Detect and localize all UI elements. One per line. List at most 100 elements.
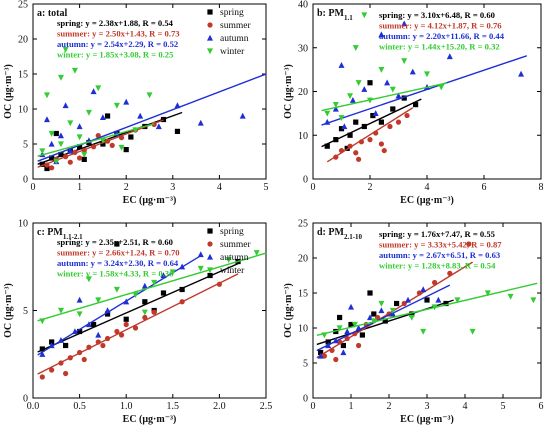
data-point-autumn (39, 351, 46, 357)
y-tick-label: 20 (18, 35, 28, 46)
legend-marker-autumn (207, 253, 213, 260)
data-point-spring (81, 156, 87, 162)
x-axis-title: EC (μg·m⁻³) (400, 414, 454, 425)
data-point-summer (100, 342, 106, 349)
data-point-autumn (90, 88, 97, 95)
data-point-autumn (332, 105, 339, 112)
data-point-summer (356, 342, 362, 349)
data-point-summer (151, 309, 157, 315)
chart-panel-2: 0 2 4 6 8 0 10 20 30 40 EC (μg·m⁻³) OC (μg·m⁻³) b: P… (283, 0, 544, 206)
data-point-winter (424, 71, 430, 78)
data-point-winter (389, 86, 396, 93)
data-point-spring (325, 339, 331, 345)
data-point-summer (321, 353, 327, 359)
data-point-spring (58, 151, 64, 158)
data-point-spring (77, 144, 83, 150)
data-point-autumn (43, 116, 50, 123)
data-point-spring (44, 165, 50, 172)
data-point-winter (85, 109, 92, 116)
data-point-winter (151, 279, 158, 286)
data-point-summer (109, 142, 115, 148)
data-point-summer (378, 141, 384, 147)
y-tick-label: 10 (298, 324, 308, 335)
data-point-winter (338, 115, 345, 121)
data-point-summer (395, 119, 402, 125)
data-point-summer (81, 356, 87, 363)
data-point-winter (197, 265, 204, 272)
data-point-spring (348, 321, 354, 328)
y-tick-label: 10 (18, 105, 28, 116)
data-point-spring (367, 290, 373, 296)
y-tick-label: 20 (298, 254, 308, 265)
y-tick-label: 25 (18, 0, 28, 11)
fit-line-winter (316, 282, 538, 336)
y-tick-label: 5 (23, 306, 28, 317)
y-tick-label: 20 (298, 87, 308, 98)
data-point-summer (466, 241, 472, 247)
data-point-winter (355, 80, 362, 86)
data-point-autumn (155, 123, 162, 130)
data-point-autumn (435, 296, 442, 303)
y-tick-label: 5 (303, 359, 308, 370)
fit-line-autumn (37, 73, 267, 162)
equation-winter: winter: y = 1.28x+8.83, R = 0.54 (379, 261, 496, 271)
data-point-spring (63, 342, 69, 349)
x-tick-label: 1 (77, 182, 82, 193)
data-point-autumn (344, 328, 351, 335)
panel-label-subscript: 1.1 (344, 14, 353, 22)
x-tick-label: 2.5 (260, 401, 273, 412)
data-point-winter (62, 46, 69, 53)
equation-spring: spring: y = 2.35x+2.51, R = 0.60 (57, 237, 173, 247)
data-point-winter (347, 93, 354, 100)
equation-spring: spring: y = 3.10x+6.48, R = 0.60 (379, 10, 495, 20)
data-point-winter (225, 257, 232, 263)
legend-label-summer: summer (220, 21, 251, 31)
data-point-winter (48, 130, 55, 137)
y-tick-label: 15 (298, 289, 308, 300)
x-tick-label: 4 (463, 401, 468, 412)
fit-line-autumn (316, 284, 451, 352)
x-axis-title: EC (μg·m⁻³) (123, 414, 177, 425)
plot-frame (32, 3, 267, 180)
data-point-winter (454, 297, 461, 304)
y-tick-label: 0 (23, 394, 28, 405)
data-point-spring (382, 318, 388, 324)
legend-label-spring: spring (220, 8, 244, 18)
data-point-autumn (401, 20, 408, 27)
y-tick-label: 0 (303, 394, 308, 405)
equation-autumn: autumn: y = 2.67x+6.51, R = 0.63 (379, 250, 500, 260)
data-point-spring (142, 299, 148, 305)
data-point-spring (114, 241, 120, 247)
legend-marker-spring (207, 228, 213, 234)
data-point-spring (378, 119, 384, 125)
data-point-summer (39, 374, 45, 380)
data-point-autumn (57, 132, 64, 139)
legend-label-autumn: autumn (220, 253, 249, 263)
data-point-spring (353, 119, 359, 125)
data-point-winter (76, 134, 83, 141)
x-tick-label: 0.5 (73, 401, 86, 412)
data-point-winter (76, 311, 83, 318)
x-tick-label: 6 (482, 182, 487, 193)
legend-label-summer: summer (220, 240, 251, 250)
equation-winter: winter: y = 1.85x+3.08, R = 0.25 (57, 50, 173, 60)
panel-label: d: PM2.1-10 (317, 227, 363, 241)
x-tick-label: 8 (539, 182, 544, 193)
data-point-spring (347, 132, 353, 138)
panel-label-subscript: 2.1-10 (344, 233, 363, 241)
data-point-spring (371, 311, 377, 317)
data-point-autumn (197, 251, 204, 258)
data-point-winter (132, 292, 139, 298)
data-point-winter (118, 144, 125, 151)
legend-marker-winter (207, 267, 213, 274)
data-point-autumn (141, 282, 148, 289)
data-point-spring (174, 128, 181, 134)
data-point-autumn (378, 307, 385, 314)
x-tick-label: 4 (217, 182, 222, 193)
x-tick-label: 3 (425, 401, 430, 412)
data-point-spring (77, 328, 83, 335)
data-point-winter (57, 307, 64, 314)
data-point-autumn (338, 62, 345, 68)
x-tick-label: 0 (31, 182, 36, 193)
data-point-spring (443, 300, 449, 307)
